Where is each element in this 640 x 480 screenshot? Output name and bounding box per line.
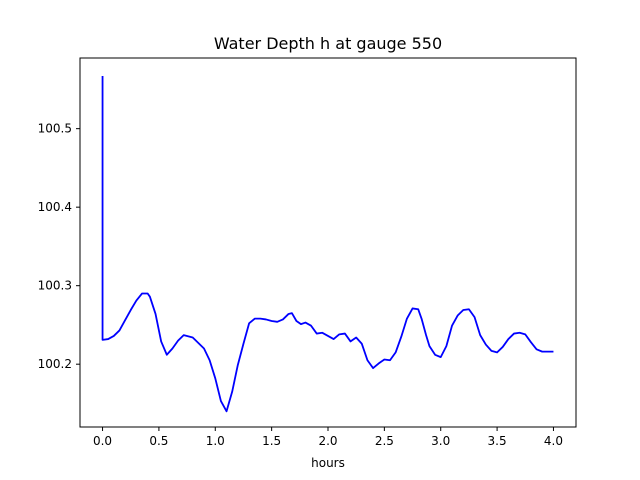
x-axis: 0.0 0.5 1.0 1.5 2.0 2.5 3.0 3.5 4.0: [93, 427, 563, 448]
x-tick-label: 0.0: [93, 434, 112, 448]
x-tick-label: 1.5: [262, 434, 281, 448]
water-depth-series-line: [101, 76, 554, 413]
plot-frame: [79, 57, 577, 428]
chart-title: Water Depth h at gauge 550: [214, 34, 442, 53]
x-tick-label: 4.0: [544, 434, 563, 448]
y-tick-label: 100.3: [38, 279, 72, 293]
x-axis-label: hours: [311, 456, 345, 470]
x-tick-label: 3.0: [431, 434, 450, 448]
y-axis: 100.2 100.3 100.4 100.5: [38, 122, 80, 371]
x-tick-label: 0.5: [149, 434, 168, 448]
x-tick-label: 2.0: [318, 434, 337, 448]
y-tick-label: 100.4: [38, 200, 72, 214]
x-tick-label: 1.0: [206, 434, 225, 448]
y-tick-label: 100.5: [38, 122, 72, 136]
x-tick-label: 2.5: [375, 434, 394, 448]
y-tick-label: 100.2: [38, 357, 72, 371]
x-tick-label: 3.5: [488, 434, 507, 448]
